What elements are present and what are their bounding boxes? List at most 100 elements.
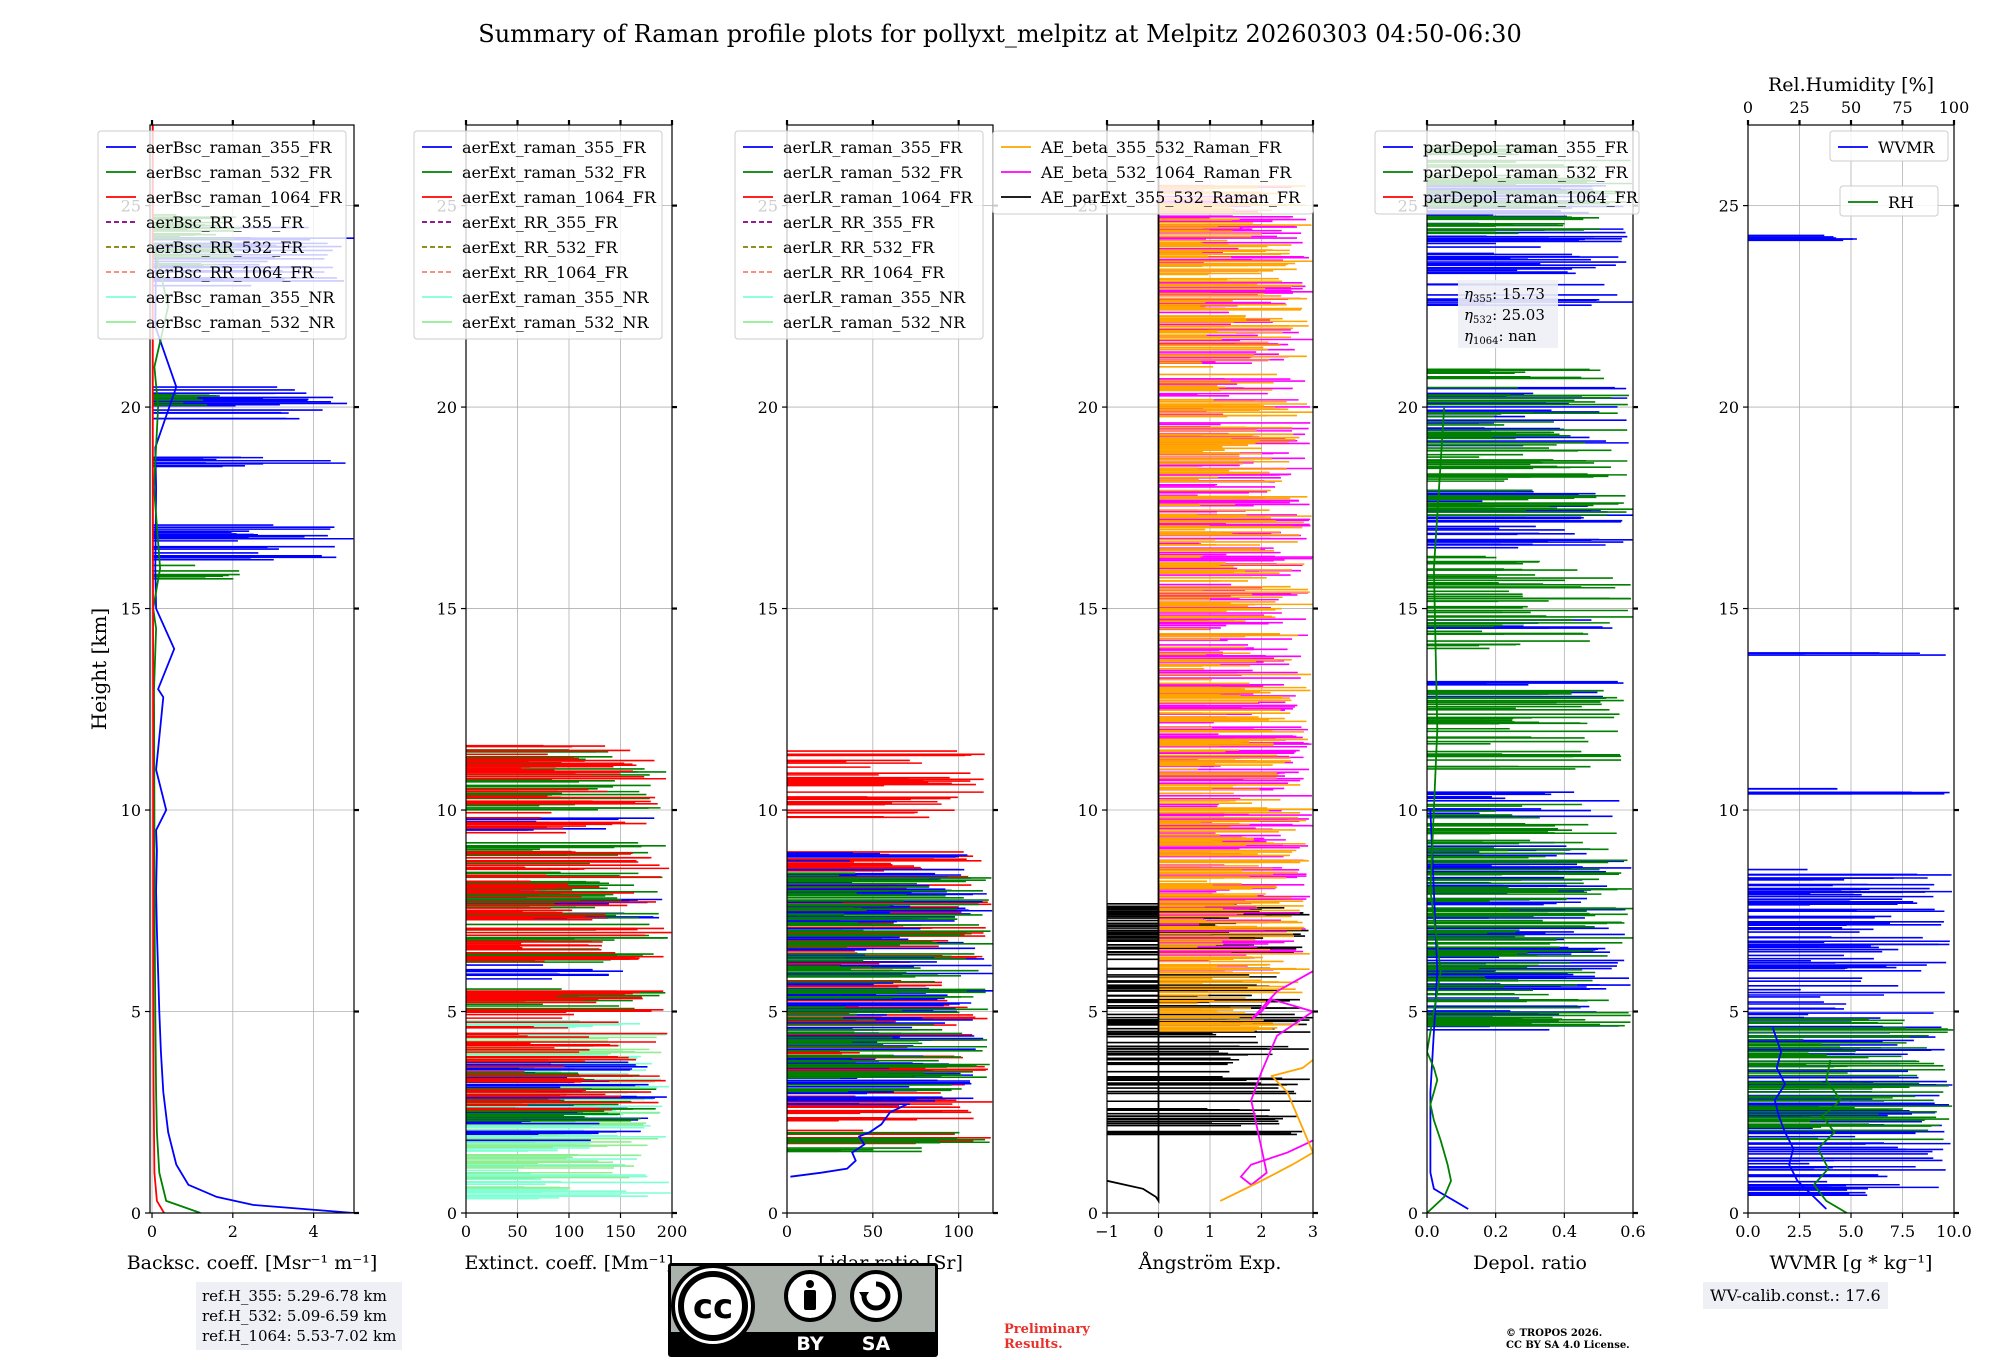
x-tick-label: 2: [1256, 1222, 1266, 1241]
reference-height-box: ref.H_355: 5.29-6.78 km ref.H_532: 5.09-…: [196, 1282, 403, 1350]
x-tick-label: −1: [1095, 1222, 1119, 1241]
legend-label-aerExt_raman_355_NR: aerExt_raman_355_NR: [462, 288, 650, 307]
y-tick-label: 15: [121, 600, 141, 619]
y-tick-label: 20: [437, 398, 457, 417]
legend-label-aerBsc_RR_355_FR: aerBsc_RR_355_FR: [146, 213, 304, 232]
preliminary-line-1: Preliminary: [1004, 1322, 1090, 1337]
x-tick-label: 50: [507, 1222, 527, 1241]
y-tick-label: 15: [1719, 600, 1739, 619]
legend-label-aerLR_RR_355_FR: aerLR_RR_355_FR: [783, 213, 935, 232]
legend-label-aerBsc_raman_1064_FR: aerBsc_raman_1064_FR: [146, 188, 343, 207]
y-tick-label: 5: [1088, 1003, 1098, 1022]
axes-frame-depol: [1426, 124, 1634, 1214]
panel-lr: 0510152025050100Lidar ratio [Sr]aerLR_ra…: [734, 120, 998, 1274]
top-tick-label: 75: [1892, 98, 1912, 117]
legend-label-aerLR_raman_355_FR: aerLR_raman_355_FR: [783, 138, 963, 157]
legend-label-aerExt_RR_1064_FR: aerExt_RR_1064_FR: [462, 263, 629, 282]
x-tick-label: 0: [1153, 1222, 1163, 1241]
y-tick-label: 10: [121, 801, 141, 820]
panel-ext: 0510152025050100150200Extinct. coeff. [M…: [413, 120, 687, 1274]
top-tick-label: 25: [1789, 98, 1809, 117]
series-aerBsc_raman_1064_FR: [151, 125, 165, 1213]
legend-label-AE_beta_532_1064_Raman_FR: AE_beta_532_1064_Raman_FR: [1040, 163, 1292, 182]
legend-label-aerLR_RR_532_FR: aerLR_RR_532_FR: [783, 238, 935, 257]
y-axis-label: Height [km]: [87, 608, 111, 730]
plot-area-wv: [1748, 125, 1954, 1213]
x-tick-label: 4: [309, 1222, 319, 1241]
legend-label-AE_parExt_355_532_Raman_FR: AE_parExt_355_532_Raman_FR: [1040, 188, 1301, 207]
series-parDepol_raman_355_FR: [1429, 809, 1469, 1210]
top-tick-label: 100: [1939, 98, 1970, 117]
top-tick-label: 50: [1841, 98, 1861, 117]
y-tick-label: 10: [758, 801, 778, 820]
y-tick-label: 15: [758, 600, 778, 619]
legend-label-aerBsc_raman_355_NR: aerBsc_raman_355_NR: [146, 288, 335, 307]
y-tick-label: 0: [768, 1204, 778, 1223]
x-tick-label: 150: [605, 1222, 636, 1241]
legend-label-parDepol_raman_1064_FR: parDepol_raman_1064_FR: [1423, 188, 1639, 207]
legend-label-aerExt_raman_355_FR: aerExt_raman_355_FR: [462, 138, 647, 157]
y-tick-label: 5: [447, 1003, 457, 1022]
legend-label-AE_beta_355_532_Raman_FR: AE_beta_355_532_Raman_FR: [1040, 138, 1282, 157]
x-tick-label: 0: [782, 1222, 792, 1241]
legend-label-aerBsc_raman_355_FR: aerBsc_raman_355_FR: [146, 138, 332, 157]
top-axis-label: Rel.Humidity [%]: [1768, 74, 1934, 96]
legend-label-aerExt_raman_1064_FR: aerExt_raman_1064_FR: [462, 188, 657, 207]
plot-area-ae: [1107, 125, 1313, 1213]
eta-1064: η1064: nan: [1464, 327, 1537, 347]
x-tick-label: 0.0: [1414, 1222, 1439, 1241]
legend-label-aerExt_RR_532_FR: aerExt_RR_532_FR: [462, 238, 619, 257]
series-AE_parExt_355_532_Raman_FR: [1107, 125, 1160, 1204]
x-tick-label: 0.4: [1552, 1222, 1577, 1241]
legend-label: WVMR: [1878, 138, 1935, 157]
legend-label-aerBsc_raman_532_FR: aerBsc_raman_532_FR: [146, 163, 332, 182]
ref-height-1064: ref.H_1064: 5.53-7.02 km: [202, 1327, 397, 1345]
legend-depol: parDepol_raman_355_FR parDepol_raman_532_…: [1374, 130, 1640, 215]
y-tick-label: 25: [1719, 197, 1739, 216]
wv-calibration-box: WV-calib.const.: 17.6: [1703, 1282, 1888, 1309]
series-parDepol_raman_532_FR: [1427, 407, 1452, 1213]
x-tick-label: 100: [554, 1222, 585, 1241]
x-axis-label-ae: Ångström Exp.: [1138, 1252, 1282, 1274]
series-aerLR_raman_355_FR: [790, 1103, 908, 1178]
preliminary-note: Preliminary Results.: [1004, 1322, 1090, 1352]
legend-label-aerLR_raman_355_NR: aerLR_raman_355_NR: [783, 288, 966, 307]
series-AE_beta_355_532_Raman_FR: [1219, 1059, 1313, 1202]
series-RH: [1812, 1059, 1848, 1213]
cc-logo-text: cc: [693, 1287, 733, 1327]
x-axis-label-ext: Extinct. coeff. [Mm⁻¹]: [464, 1252, 673, 1274]
y-tick-label: 0: [1729, 1204, 1739, 1223]
x-axis-label-depol: Depol. ratio: [1473, 1252, 1587, 1274]
y-tick-label: 0: [447, 1204, 457, 1223]
plot-area-ext: [466, 125, 672, 1213]
legend-label-aerExt_raman_532_NR: aerExt_raman_532_NR: [462, 313, 650, 332]
axes-frame-lr: [786, 124, 994, 1214]
figure-title: Summary of Raman profile plots for polly…: [478, 20, 1522, 48]
legend-label-aerBsc_RR_532_FR: aerBsc_RR_532_FR: [146, 238, 304, 257]
by-label: BY: [796, 1333, 823, 1355]
x-tick-label: 50: [863, 1222, 883, 1241]
y-tick-label: 15: [1398, 600, 1418, 619]
panel-bsc: 0510152025024Backsc. coeff. [Msr⁻¹ m⁻¹]a…: [97, 120, 377, 1274]
copyright-line-1: © TROPOS 2026.: [1506, 1328, 1603, 1339]
legend-label-aerLR_raman_532_FR: aerLR_raman_532_FR: [783, 163, 963, 182]
legend-label-aerExt_RR_355_FR: aerExt_RR_355_FR: [462, 213, 619, 232]
x-axis-label-wv: WVMR [g * kg⁻¹]: [1770, 1252, 1933, 1274]
legend-label-aerBsc_raman_532_NR: aerBsc_raman_532_NR: [146, 313, 335, 332]
y-tick-label: 20: [1398, 398, 1418, 417]
y-tick-label: 15: [437, 600, 457, 619]
eta-355: η355: 15.73: [1464, 285, 1545, 305]
sa-label: SA: [862, 1333, 891, 1355]
y-tick-label: 0: [1408, 1204, 1418, 1223]
copyright-note: © TROPOS 2026. CC BY SA 4.0 License.: [1506, 1328, 1630, 1352]
y-tick-label: 10: [437, 801, 457, 820]
y-tick-label: 0: [1088, 1204, 1098, 1223]
y-tick-label: 20: [758, 398, 778, 417]
x-tick-label: 1: [1205, 1222, 1215, 1241]
cc-license-logo: cc BY SA: [668, 1263, 938, 1357]
y-tick-label: 5: [768, 1003, 778, 1022]
